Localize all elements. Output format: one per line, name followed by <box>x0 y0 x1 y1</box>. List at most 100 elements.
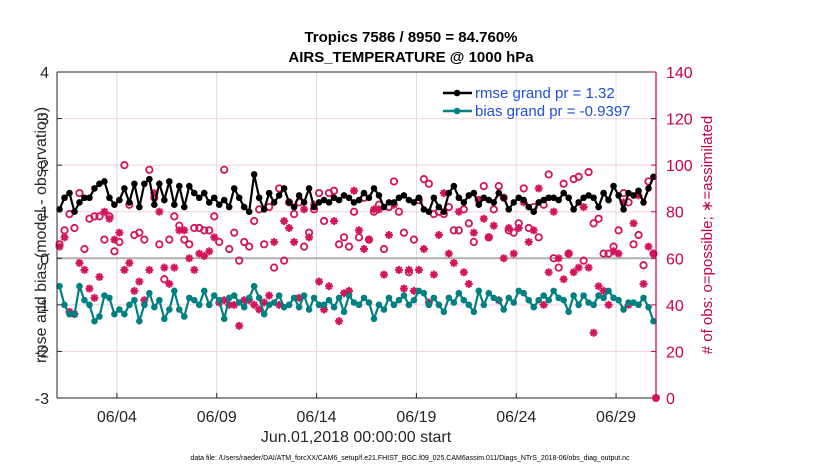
asterisk-stroke <box>460 268 468 276</box>
obs-possible-point <box>419 175 428 184</box>
obs-assimilated-point <box>90 293 99 302</box>
bias-point <box>300 292 308 299</box>
rmse-point <box>460 199 468 206</box>
asterisk-stroke <box>270 238 278 246</box>
bias-point <box>630 299 637 306</box>
obs-assimilated-point <box>100 207 109 216</box>
asterisk-stroke <box>360 245 368 253</box>
obs-assimilated-point <box>414 265 423 274</box>
rmse-point <box>156 180 163 188</box>
rmse-point <box>166 178 173 185</box>
rmse-point <box>205 199 213 206</box>
rmse-point <box>290 203 298 211</box>
asterisk-stroke <box>565 250 573 258</box>
data-file-footnote: data file: /Users/raeder/DAI/ATM_forcXX/… <box>190 455 630 462</box>
rmse-point <box>300 199 308 206</box>
obs-possible-point <box>210 212 219 221</box>
bias-point <box>585 299 592 306</box>
rmse-point <box>635 187 642 195</box>
obs-possible-point <box>100 235 109 244</box>
rmse-point <box>265 189 273 197</box>
bias-point <box>435 301 443 309</box>
bias-point <box>111 310 118 318</box>
rmse-point <box>450 182 458 190</box>
bias-point <box>270 299 278 306</box>
obs-assimilated-point <box>504 224 513 233</box>
bias-point <box>61 301 68 309</box>
obs-assimilated-point <box>559 275 568 284</box>
rmse-point <box>310 203 318 211</box>
obs-assimilated-point <box>300 205 309 214</box>
bias-point <box>86 301 93 309</box>
rmse-point <box>490 199 498 206</box>
asterisk-stroke <box>470 229 478 237</box>
bias-point <box>450 299 458 306</box>
rmse-point <box>510 199 518 206</box>
bias-point <box>225 294 233 302</box>
obs-assimilated-point <box>604 300 613 309</box>
bias-point <box>440 308 448 316</box>
obs-assimilated-point <box>75 258 84 267</box>
asterisk-stroke <box>490 222 498 230</box>
asterisk-stroke <box>585 264 593 272</box>
obs-possible-point <box>205 226 214 235</box>
obs-possible-point <box>424 179 433 188</box>
asterisk-stroke <box>145 266 153 274</box>
bias-point <box>250 282 258 290</box>
obs-possible-point <box>215 237 224 247</box>
rmse-point <box>171 201 178 209</box>
bias-point <box>285 301 293 309</box>
bias-point <box>315 301 323 309</box>
asterisk-stroke <box>455 208 463 216</box>
asterisk-stroke <box>120 266 128 274</box>
obs-possible-point <box>120 161 129 170</box>
asterisk-stroke <box>510 250 518 258</box>
bias-point <box>66 310 73 318</box>
asterisk-stroke <box>400 285 408 293</box>
bias-point <box>106 294 113 302</box>
bias-point <box>485 289 493 297</box>
rmse-point <box>590 194 597 202</box>
bias-point <box>600 294 607 302</box>
rmse-point <box>600 189 607 197</box>
obs-possible-point <box>639 261 648 270</box>
bias-point <box>330 303 338 311</box>
asterisk-stroke <box>75 259 83 267</box>
asterisk-stroke <box>190 266 198 274</box>
asterisk-stroke <box>580 203 588 211</box>
bias-point <box>455 289 463 297</box>
bias-point <box>180 313 188 320</box>
obs-assimilated-point <box>584 263 593 272</box>
asterisk-stroke <box>575 264 583 272</box>
rmse-point <box>465 192 473 199</box>
legend-marker <box>453 107 461 115</box>
bias-point <box>166 306 173 313</box>
obs-possible-point <box>235 256 244 265</box>
obs-assimilated-point <box>554 254 563 263</box>
rmse-point <box>86 194 93 202</box>
x-tick-label: 06/09 <box>197 409 237 426</box>
bias-point <box>550 287 557 295</box>
obs-possible-point <box>145 165 154 174</box>
y-tick-label: 2 <box>40 158 49 175</box>
obs-possible-point <box>140 235 149 244</box>
rmse-point <box>330 194 338 202</box>
rmse-point <box>146 175 153 183</box>
rmse-point <box>405 196 413 204</box>
rmse-point <box>101 178 108 185</box>
asterisk-stroke <box>85 285 93 293</box>
chart-subtitle: AIRS_TEMPERATURE @ 1000 hPa <box>288 49 534 66</box>
bias-point <box>510 299 518 306</box>
rmse-point <box>210 194 218 202</box>
obs-possible-point <box>75 188 84 198</box>
obs-possible-point <box>534 233 543 242</box>
obs-possible-point <box>584 168 593 177</box>
bias-point <box>410 296 418 304</box>
obs-assimilated-point <box>379 270 388 279</box>
rmse-point <box>255 194 263 202</box>
y-tick-label: 1 <box>40 205 49 222</box>
rmse-point <box>505 206 513 213</box>
asterisk-stroke <box>100 208 108 216</box>
rmse-point <box>141 180 148 188</box>
obs-possible-point <box>559 179 568 188</box>
